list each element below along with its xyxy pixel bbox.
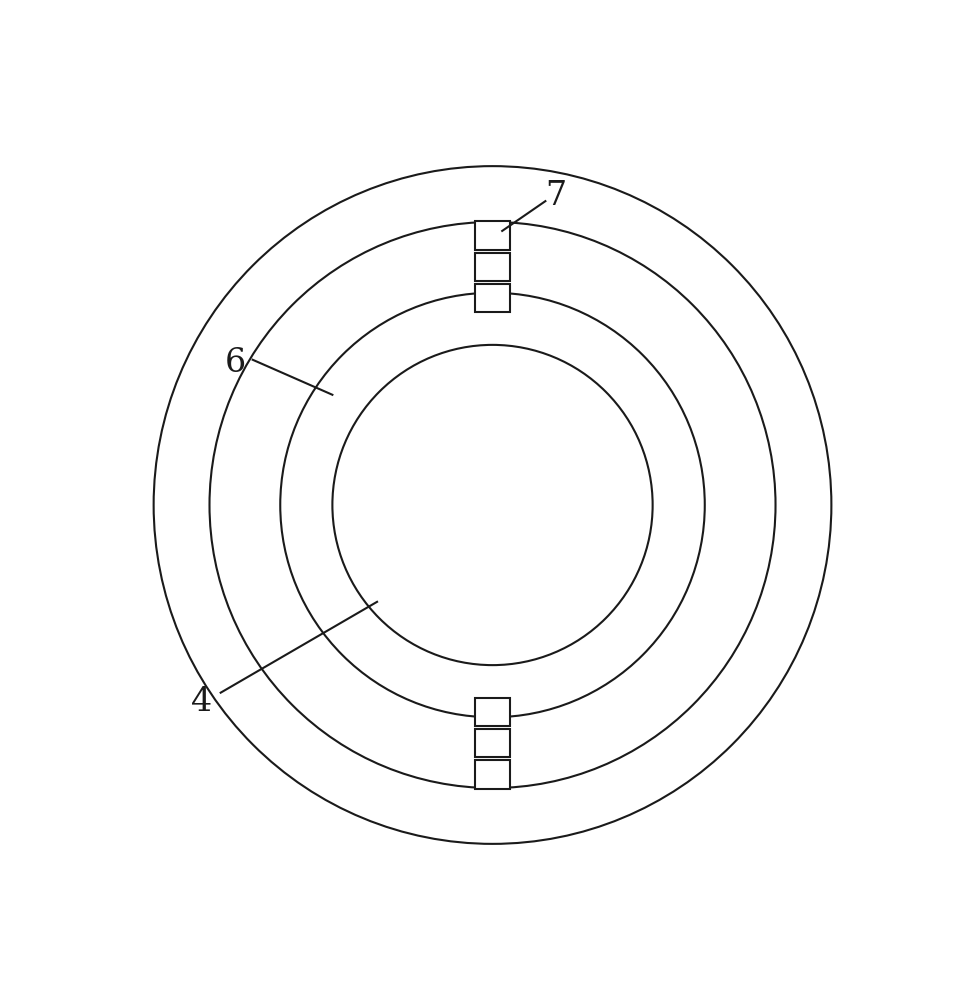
Text: 4: 4 [191,686,212,718]
Bar [475,760,510,789]
Bar [475,253,510,281]
Bar [475,284,510,312]
Text: 7: 7 [545,180,566,212]
Bar [475,698,510,726]
Text: 6: 6 [225,347,246,379]
Bar [475,729,510,757]
Bar [475,221,510,250]
